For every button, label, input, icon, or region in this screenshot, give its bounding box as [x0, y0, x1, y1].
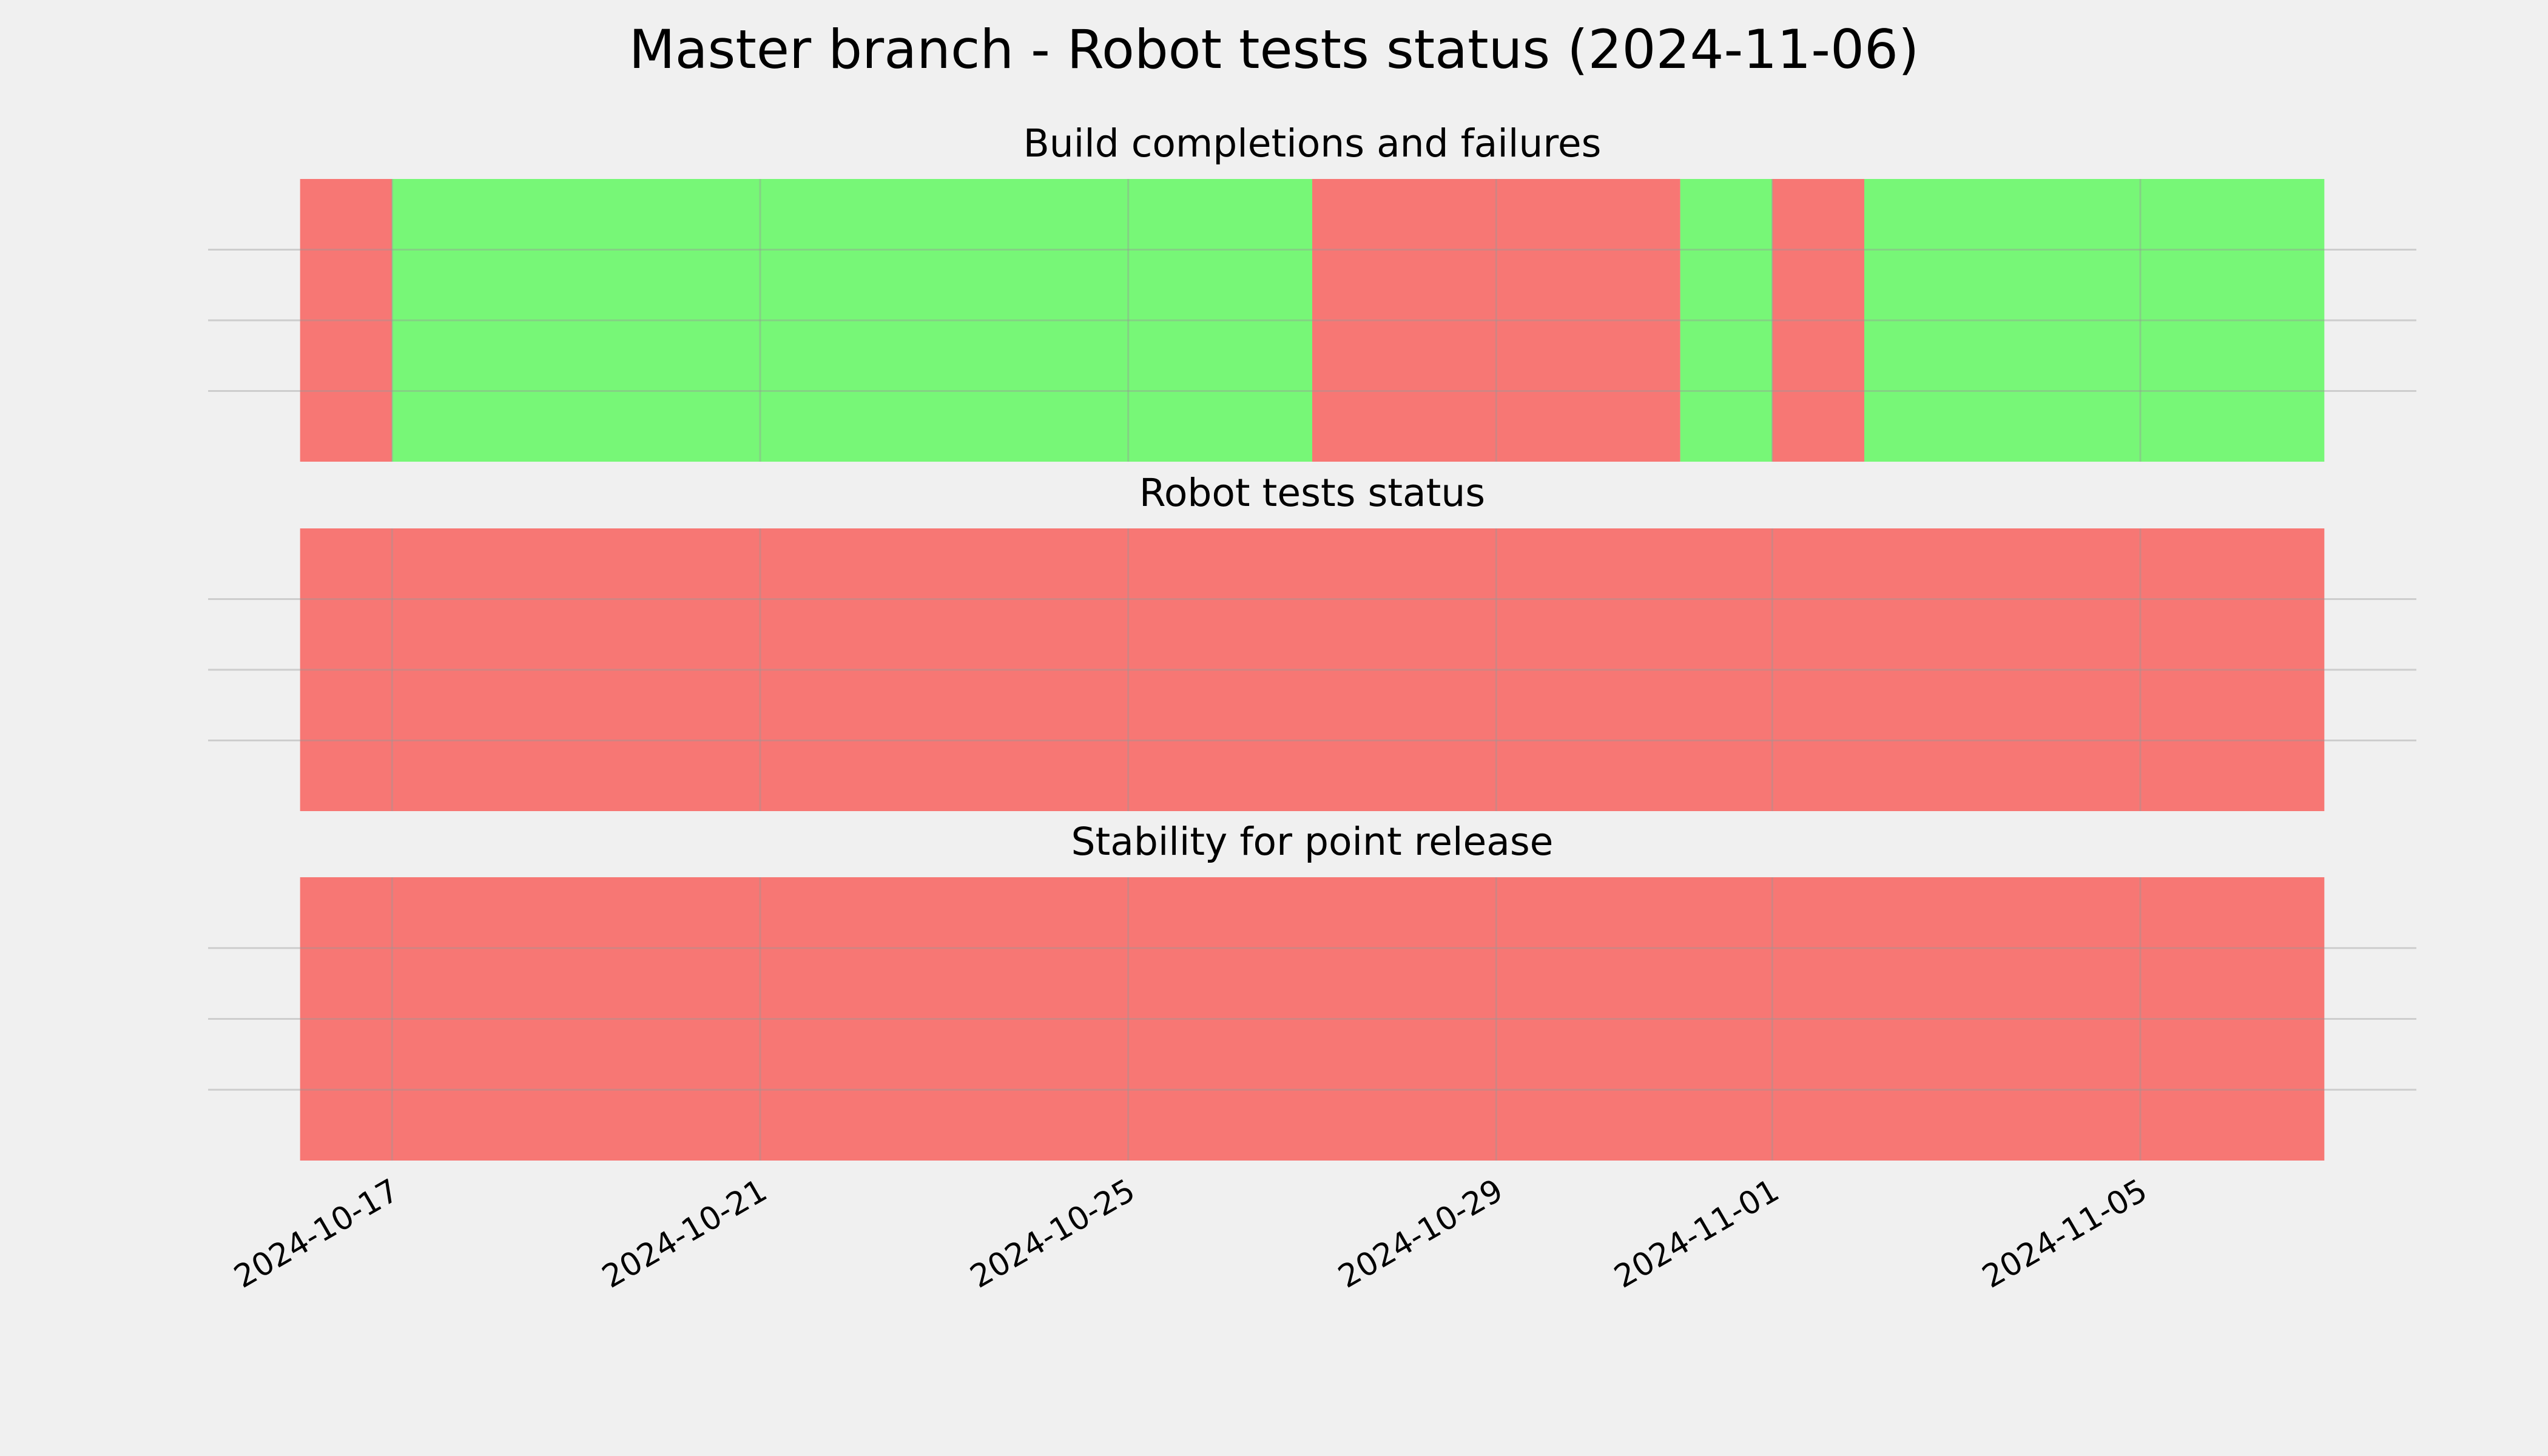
- status-span: [1864, 179, 2325, 462]
- status-span: [300, 179, 393, 462]
- figure-title: Master branch - Robot tests status (2024…: [629, 18, 1919, 81]
- panel-title: Stability for point release: [1071, 820, 1554, 864]
- status-span: [300, 877, 2325, 1161]
- panel-title: Build completions and failures: [1023, 121, 1602, 166]
- status-span: [300, 528, 2325, 811]
- panel-title: Robot tests status: [1139, 471, 1485, 515]
- status-span: [1772, 179, 1864, 462]
- status-span: [392, 179, 1313, 462]
- status-span: [1680, 179, 1773, 462]
- status-span: [1312, 179, 1680, 462]
